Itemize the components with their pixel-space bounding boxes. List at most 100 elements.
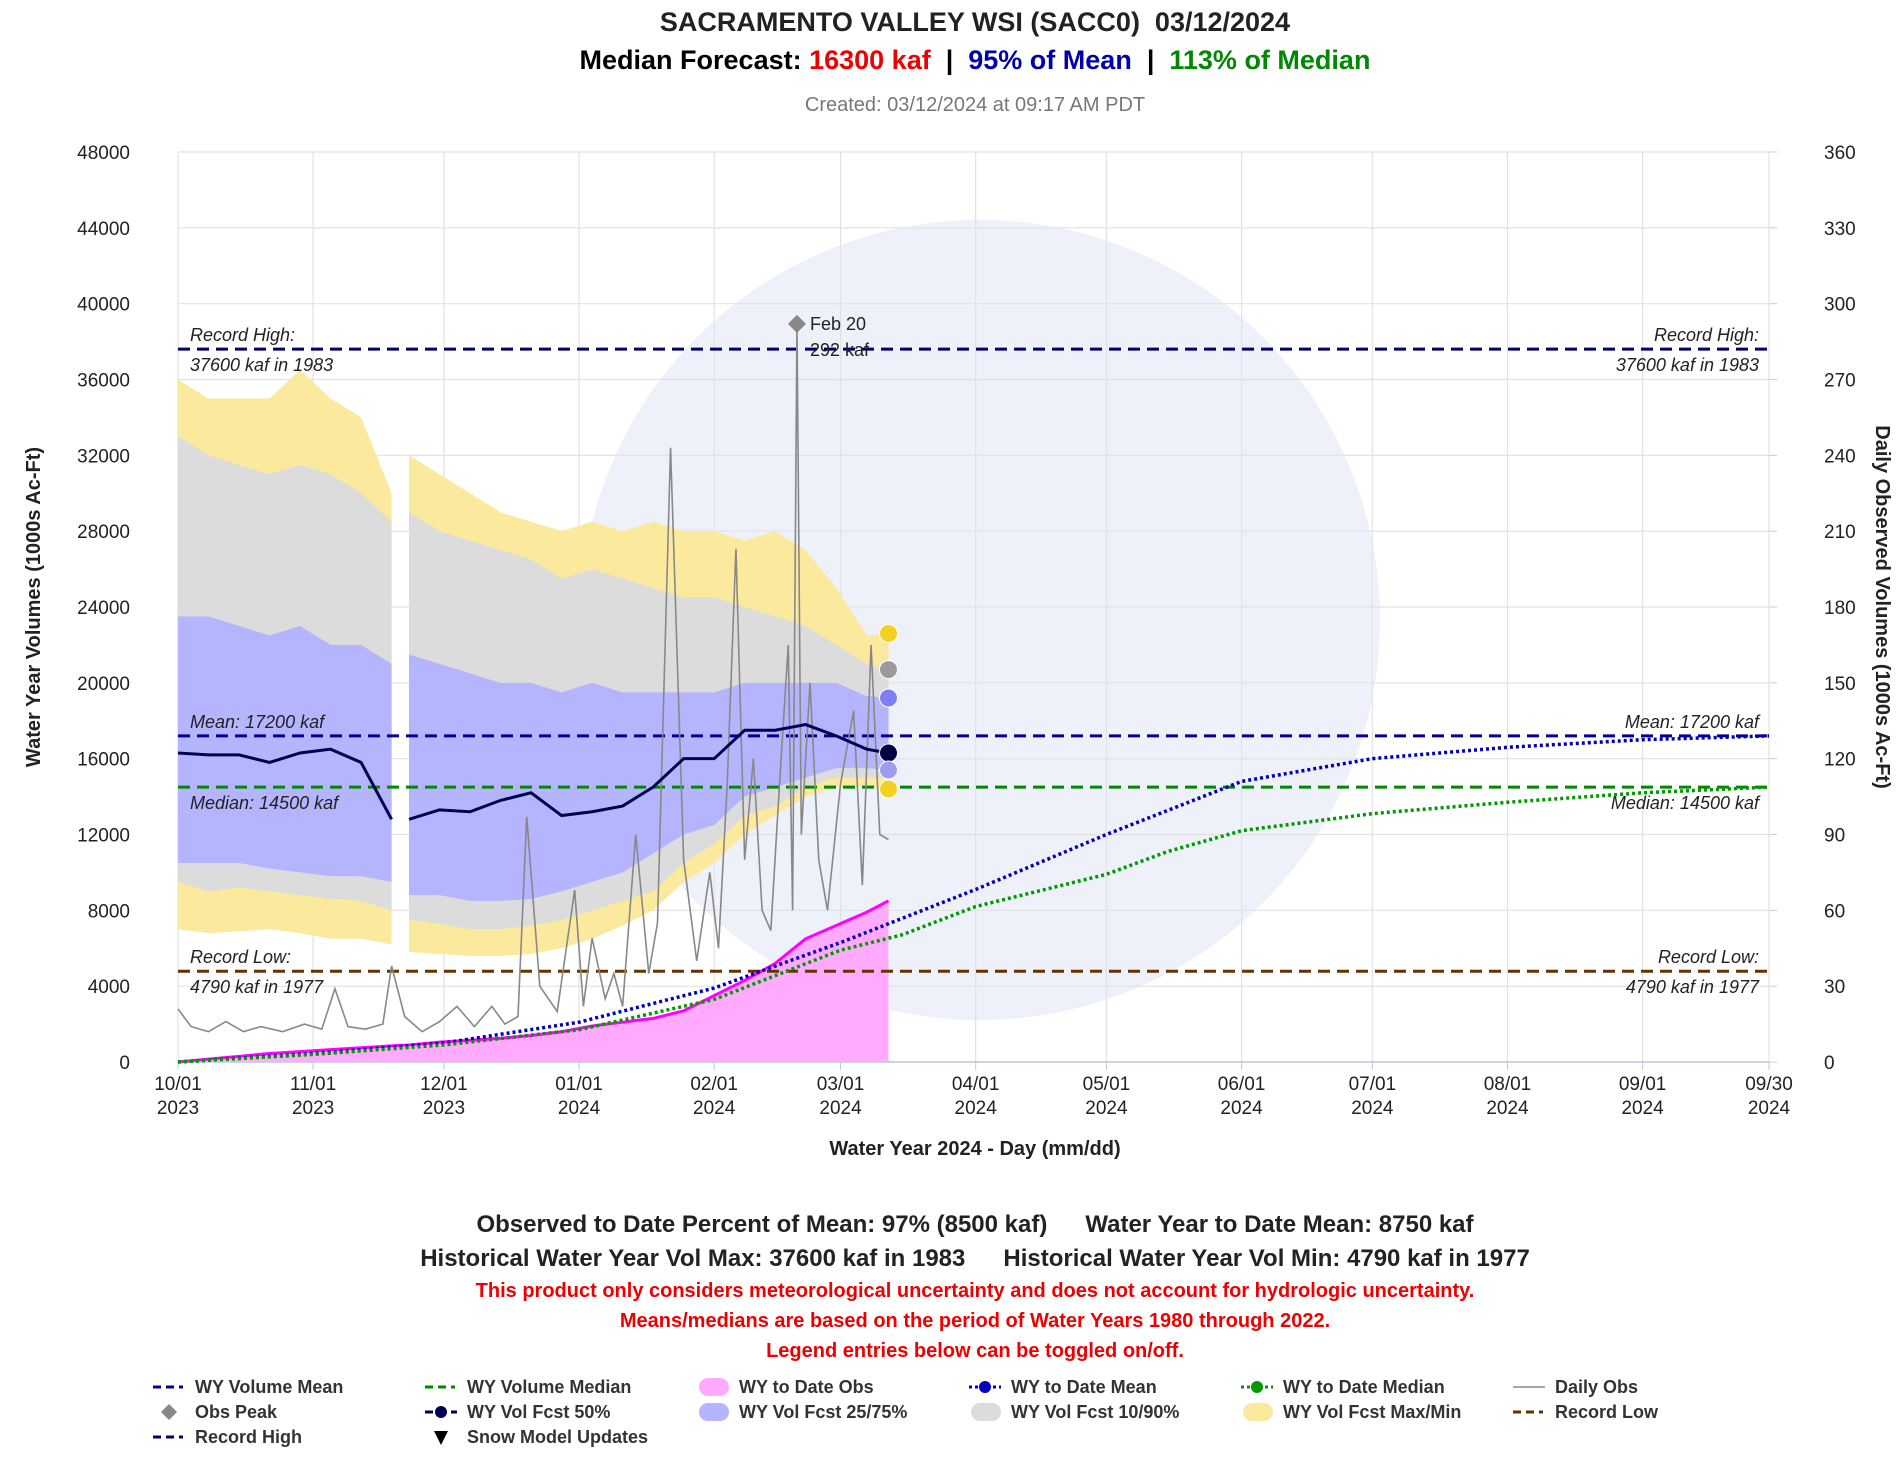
x-tick-label: 05/01 2024 <box>1083 1074 1131 1119</box>
y2-tick-label: 120 <box>1824 750 1856 771</box>
forecast-marker <box>879 760 899 780</box>
x-tick-label: 07/01 2024 <box>1349 1074 1397 1119</box>
y2-tick-label: 150 <box>1824 674 1856 695</box>
legend-item[interactable]: WY Vol Fcst Max/Min <box>1243 1402 1461 1422</box>
legend-label: WY Vol Fcst Max/Min <box>1283 1402 1461 1422</box>
x-axis-title: Water Year 2024 - Day (mm/dd) <box>829 1138 1120 1160</box>
legend-item[interactable]: Snow Model Updates <box>434 1427 648 1447</box>
legend-label: WY Volume Median <box>467 1377 631 1397</box>
legend-item[interactable]: WY to Date Median <box>1241 1377 1445 1397</box>
legend-label: WY Vol Fcst 10/90% <box>1011 1402 1179 1422</box>
legend-label: WY Vol Fcst 25/75% <box>739 1402 907 1422</box>
x-tick-label: 11/01 2023 <box>290 1074 336 1119</box>
peak-marker <box>787 314 806 333</box>
y2-tick-label: 240 <box>1824 446 1856 467</box>
forecast-marker <box>879 624 899 644</box>
reference-label: Record Low: <box>190 947 291 967</box>
x-tick-label: 06/01 2024 <box>1218 1074 1266 1119</box>
reference-label: Mean: 17200 kaf <box>190 712 326 732</box>
subtitle-part: | <box>931 45 969 75</box>
series-line <box>177 785 1770 1064</box>
subtitle-part: | <box>1132 45 1170 75</box>
reference-label: Record High: <box>1654 325 1759 345</box>
reference-label: Record High: <box>190 325 295 345</box>
y-tick-label: 44000 <box>77 219 130 240</box>
reference-label: Record Low: <box>1658 947 1759 967</box>
legend-item[interactable]: Obs Peak <box>161 1402 278 1422</box>
legend-symbol <box>979 1381 991 1393</box>
legend-symbol <box>971 1403 1001 1421</box>
peak-value-label: 292 kaf <box>810 340 870 360</box>
series-line <box>408 722 889 821</box>
legend-item[interactable]: WY Vol Fcst 25/75% <box>699 1402 907 1422</box>
y2-tick-label: 0 <box>1824 1053 1835 1074</box>
legend-item[interactable]: WY to Date Obs <box>699 1377 874 1397</box>
y2-tick-label: 210 <box>1824 522 1856 543</box>
legend-symbol <box>1243 1403 1273 1421</box>
y2-axis-title: Daily Observed Volumes (1000s Ac-Ft) <box>1871 425 1893 788</box>
y-tick-label: 12000 <box>77 826 130 847</box>
reference-label: 37600 kaf in 1983 <box>1616 355 1759 375</box>
summary-item: Historical Water Year Vol Min: 4790 kaf … <box>1003 1245 1529 1272</box>
y-tick-label: 28000 <box>77 522 130 543</box>
x-tick-label: 04/01 2024 <box>952 1074 1000 1119</box>
legend-label: Obs Peak <box>195 1402 278 1422</box>
y2-tick-label: 30 <box>1824 977 1845 998</box>
forecast-band <box>178 616 392 882</box>
forecast-marker <box>879 660 899 680</box>
legend-label: Snow Model Updates <box>467 1427 648 1447</box>
forecast-marker <box>879 688 899 708</box>
y-tick-label: 36000 <box>77 371 130 392</box>
note: Means/medians are based on the period of… <box>620 1310 1330 1332</box>
y-tick-label: 8000 <box>88 901 130 922</box>
legend-label: WY to Date Obs <box>739 1377 874 1397</box>
legend-symbol <box>435 1406 447 1418</box>
subtitle-part: 16300 kaf <box>809 45 932 75</box>
legend-label: Record High <box>195 1427 302 1447</box>
y-tick-label: 0 <box>119 1053 130 1074</box>
legend-item[interactable]: Daily Obs <box>1513 1377 1638 1397</box>
series-line <box>177 323 889 1033</box>
y-tick-label: 40000 <box>77 295 130 316</box>
legend-label: WY to Date Median <box>1283 1377 1445 1397</box>
y2-tick-label: 60 <box>1824 901 1845 922</box>
legend-label: WY Volume Mean <box>195 1377 343 1397</box>
legend-item[interactable]: WY Vol Fcst 10/90% <box>971 1402 1179 1422</box>
y2-tick-label: 180 <box>1824 598 1856 619</box>
x-tick-label: 03/01 2024 <box>817 1074 865 1119</box>
legend-label: Record Low <box>1555 1402 1659 1422</box>
note: This product only considers meteorologic… <box>476 1280 1475 1302</box>
chart-subtitle: Median Forecast: 16300 kaf | 95% of Mean… <box>580 45 1371 75</box>
reference-label: Median: 14500 kaf <box>1611 793 1761 813</box>
legend-item[interactable]: WY to Date Mean <box>969 1377 1157 1397</box>
legend-item[interactable]: WY Volume Median <box>425 1377 631 1397</box>
series-line <box>177 734 1770 1064</box>
x-tick-label: 10/01 2023 <box>154 1074 202 1119</box>
summary-line: Historical Water Year Vol Max: 37600 kaf… <box>420 1245 1530 1272</box>
legend-item[interactable]: WY Volume Mean <box>153 1377 343 1397</box>
chart-title: SACRAMENTO VALLEY WSI (SACC0) 03/12/2024 <box>660 7 1290 37</box>
x-tick-label: 02/01 2024 <box>690 1074 738 1119</box>
subtitle-part: Median Forecast: <box>580 45 810 75</box>
legend-item[interactable]: Record Low <box>1513 1402 1659 1422</box>
watermark <box>580 220 1380 1020</box>
y-tick-label: 48000 <box>77 143 130 164</box>
forecast-marker <box>879 743 899 763</box>
legend-symbol <box>161 1404 177 1420</box>
y-tick-label: 20000 <box>77 674 130 695</box>
legend-item[interactable]: Record High <box>153 1427 302 1447</box>
series-line <box>177 747 393 821</box>
subtitle-part: 95% of Mean <box>968 45 1132 75</box>
reference-label: 4790 kaf in 1977 <box>190 977 324 997</box>
legend-symbol <box>699 1378 729 1396</box>
y2-tick-label: 90 <box>1824 826 1845 847</box>
reference-label: Mean: 17200 kaf <box>1625 712 1761 732</box>
legend-item[interactable]: WY Vol Fcst 50% <box>425 1402 610 1422</box>
y-tick-label: 16000 <box>77 750 130 771</box>
y-tick-label: 4000 <box>88 977 130 998</box>
note: Legend entries below can be toggled on/o… <box>766 1340 1184 1362</box>
observed-area <box>178 900 889 1062</box>
y2-tick-label: 300 <box>1824 295 1856 316</box>
